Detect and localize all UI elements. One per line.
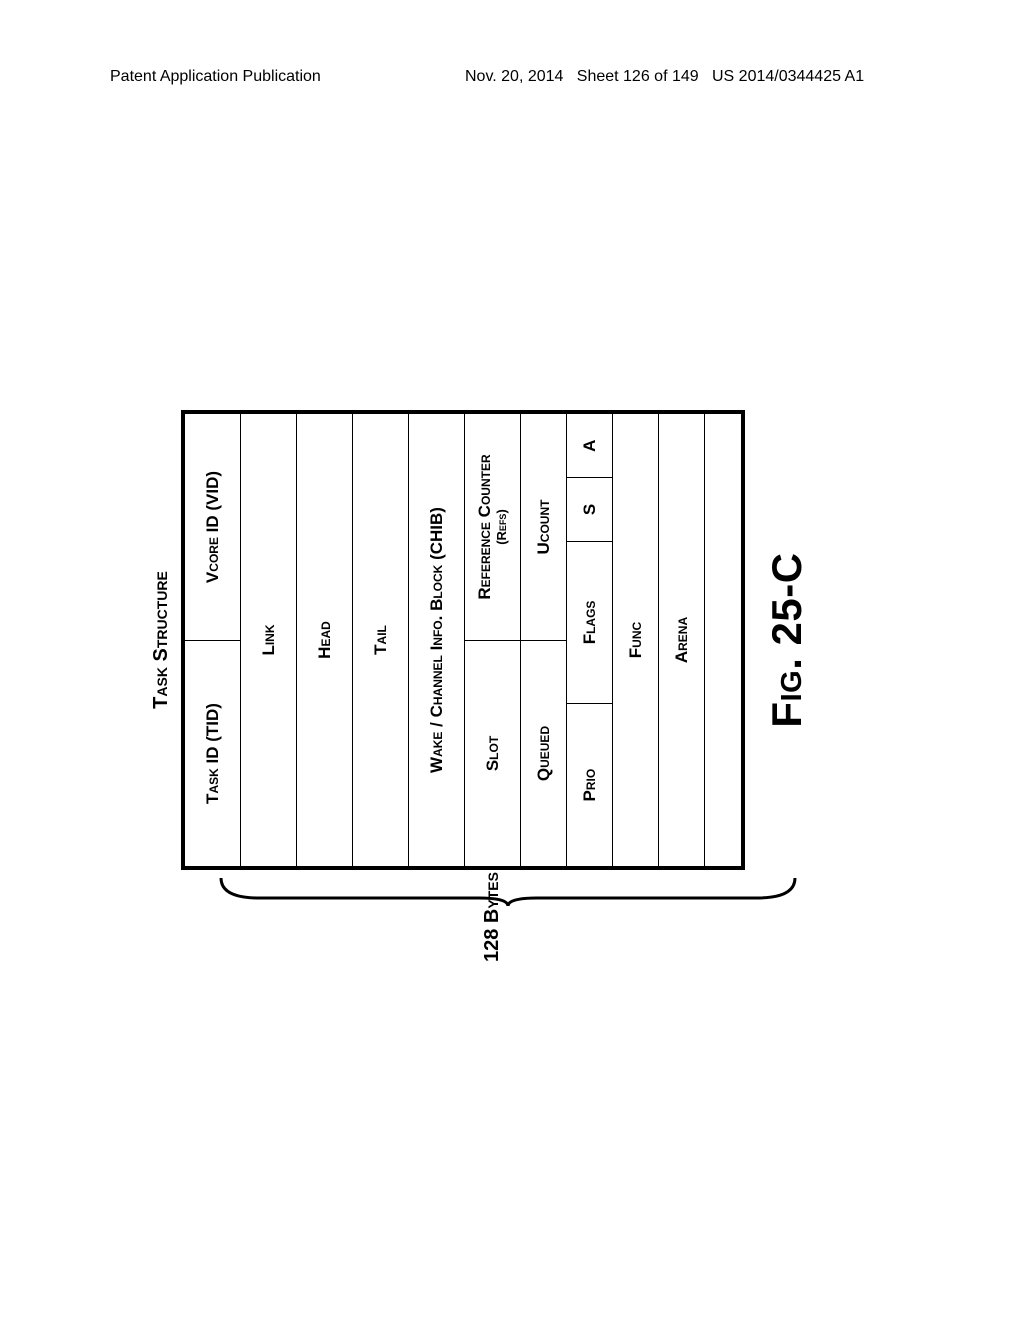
cell-arena: Arena (659, 414, 704, 866)
row-queued-ucount: Queued Ucount (521, 414, 567, 866)
row-wake-chib: Wake / Channel Info. Block (CHIB) (409, 414, 465, 866)
header-right-text: Nov. 20, 2014 Sheet 126 of 149 US 2014/0… (465, 68, 864, 86)
cell-head: Head (297, 414, 352, 866)
ref-counter-sub: (Refs) (495, 509, 509, 545)
cell-a: A (567, 414, 612, 477)
row-prio-flags: Prio Flags S A (567, 414, 613, 866)
brace-icon (219, 874, 797, 908)
row-func: Func (613, 414, 659, 866)
row-link: Link (241, 414, 297, 866)
bytes-label: 128 Bytes (481, 872, 504, 962)
cell-reference-counter: Reference Counter (Refs) (465, 414, 520, 640)
row-empty (705, 414, 745, 866)
cell-empty (705, 414, 741, 866)
row-head: Head (297, 414, 353, 866)
cell-prio: Prio (567, 703, 612, 866)
header-left-text: Patent Application Publication (110, 68, 321, 86)
cell-wake-chib: Wake / Channel Info. Block (CHIB) (409, 414, 464, 866)
task-structure-table: Task ID (TID) Vcore ID (VID) Link Head T… (181, 410, 745, 870)
cell-queued: Queued (521, 640, 566, 866)
row-arena: Arena (659, 414, 705, 866)
cell-tail: Tail (353, 414, 408, 866)
cell-task-id: Task ID (TID) (185, 640, 240, 866)
cell-s: S (567, 477, 612, 540)
row-slot-refs: Slot Reference Counter (Refs) (465, 414, 521, 866)
ref-counter-main: Reference Counter (476, 454, 495, 599)
cell-flags: Flags (567, 541, 612, 704)
row-tail: Tail (353, 414, 409, 866)
diagram-title: Task Structure (150, 280, 173, 1000)
cell-ucount: Ucount (521, 414, 566, 640)
cell-slot: Slot (465, 640, 520, 866)
cell-link: Link (241, 414, 296, 866)
cell-func: Func (613, 414, 658, 866)
row-task-vcore: Task ID (TID) Vcore ID (VID) (185, 414, 241, 866)
cell-vcore-id: Vcore ID (VID) (185, 414, 240, 640)
diagram-rotated-container: Task Structure 128 Bytes Task ID (TID) V… (150, 280, 870, 1000)
